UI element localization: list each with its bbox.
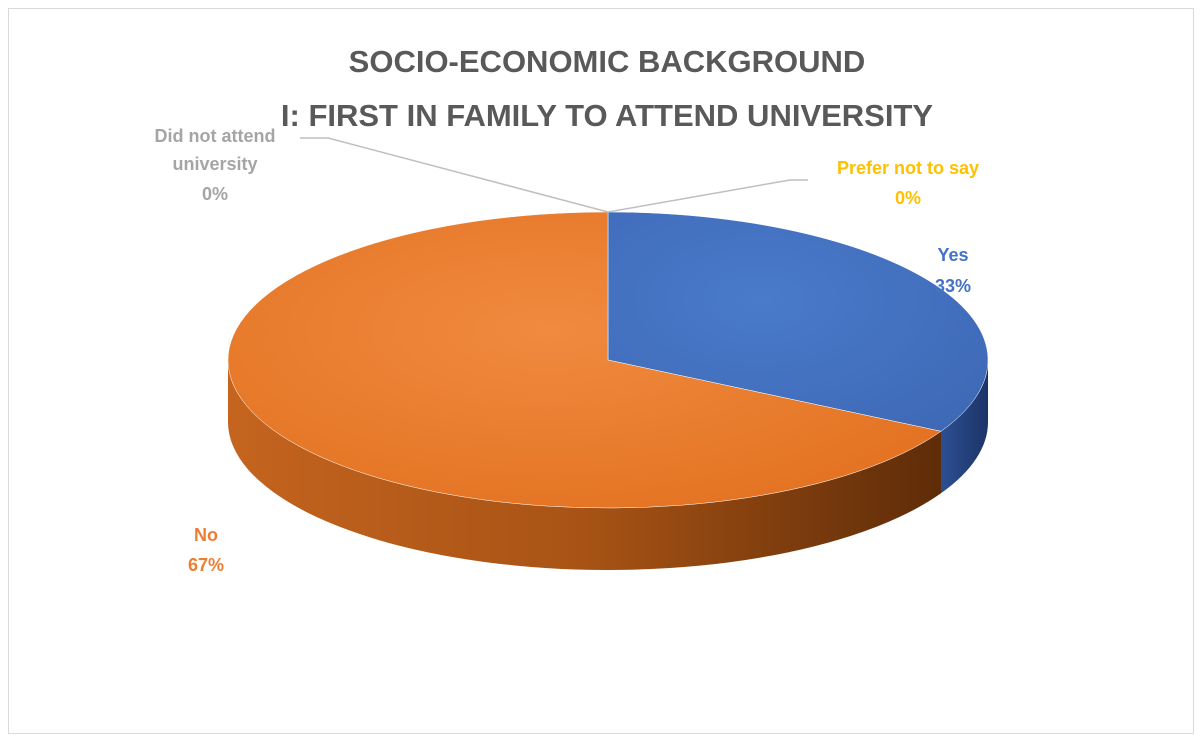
data-label-prefer-not: Prefer not to say 0% — [837, 158, 979, 208]
pie-tops — [227, 211, 989, 509]
chart-title-line-2: I: FIRST IN FAMILY TO ATTEND UNIVERSITY — [281, 98, 934, 133]
pie-side-no — [228, 360, 941, 571]
label-prefer-not-name: Prefer not to say — [837, 158, 979, 178]
chart-title-line-1: SOCIO-ECONOMIC BACKGROUND — [349, 44, 866, 79]
pie-slice-yes — [607, 211, 989, 432]
data-label-did-not-attend: Did not attend university 0% — [155, 126, 276, 204]
label-did-not-attend-name-2: university — [172, 154, 257, 174]
pie-slice-no — [227, 211, 942, 509]
chart-title: SOCIO-ECONOMIC BACKGROUND I: FIRST IN FA… — [281, 44, 934, 133]
data-label-no: No 67% — [188, 525, 224, 575]
label-yes-name: Yes — [937, 245, 968, 265]
pie-side-yes — [940, 360, 988, 494]
leader-lines — [300, 137, 808, 213]
label-yes-value: 33% — [935, 276, 971, 296]
data-labels: Did not attend university 0% Prefer not … — [155, 126, 980, 575]
leader-line-prefer-not — [607, 179, 808, 213]
data-label-yes: Yes 33% — [935, 245, 971, 296]
label-no-name: No — [194, 525, 218, 545]
pie-sides — [228, 360, 988, 571]
label-did-not-attend-value: 0% — [202, 184, 228, 204]
label-did-not-attend-name-1: Did not attend — [155, 126, 276, 146]
leader-line-did-not-attend — [300, 137, 609, 213]
label-no-value: 67% — [188, 555, 224, 575]
label-prefer-not-value: 0% — [895, 188, 921, 208]
